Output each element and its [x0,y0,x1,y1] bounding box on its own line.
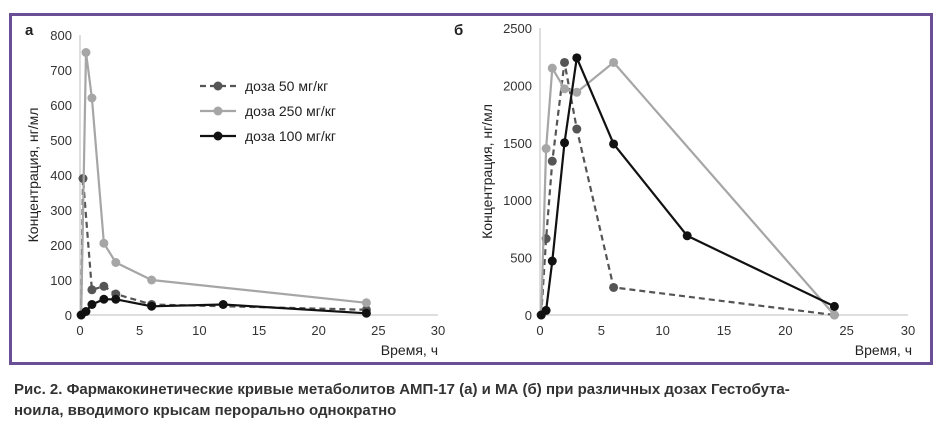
legend: доза 50 мг/кг доза 250 мг/кг доза 100 мг/к… [200,78,336,144]
data-point [609,139,619,149]
data-point [547,256,557,266]
chart-panel-а: а0 5 10 15 20 25 300100200300400500600700800Вр… [25,22,445,358]
data-point [682,231,692,241]
data-point [547,156,557,166]
x-tick-label: 15 [252,323,266,338]
x-tick-label: 25 [839,323,853,338]
legend-marker [213,81,223,91]
x-tick-label: 20 [311,323,325,338]
y-tick-label: 500 [510,251,532,266]
data-point [560,84,570,94]
x-tick-label: 0 [76,323,83,338]
data-point [99,238,109,248]
legend-marker [213,106,223,116]
data-point [541,305,551,315]
data-point [81,307,91,316]
legend-label: доза 250 мг/кг [245,103,336,119]
x-tick-label: 30 [431,323,445,338]
data-point [99,281,109,291]
data-point [609,57,619,67]
data-point [560,138,570,148]
y-tick-label: 100 [50,273,72,288]
x-tick-label: 10 [192,323,206,338]
data-point [99,294,109,304]
x-axis-label: Время, ч [855,342,912,358]
data-point [547,63,557,73]
data-point [361,308,371,318]
data-point [111,258,121,267]
caption-line-1: Рис. 2. Фармакокинетические кривые метаб… [14,381,790,398]
data-point [361,298,371,308]
y-tick-label: 0 [65,308,72,323]
data-point [147,275,157,285]
data-point [572,87,582,97]
x-axis-label: Время, ч [381,342,438,358]
charts-svg: а0 5 10 15 20 25 300100200300400500600700800Вр… [25,21,915,358]
panel-letter: а [25,22,34,39]
y-tick-label: 200 [50,238,72,253]
data-point [87,285,97,295]
series-line [540,61,836,316]
data-point [218,300,228,309]
series-2 [76,48,371,320]
series-2 [536,57,839,320]
data-point [829,310,839,320]
series-1 [536,57,839,320]
y-axis-label: Концентрация, нг/мл [479,104,495,239]
y-tick-label: 2500 [503,21,532,36]
y-tick-label: 800 [50,28,72,43]
legend-label: доза 50 мг/кг [245,78,328,94]
data-point [147,301,157,311]
data-point [560,57,570,67]
y-tick-label: 500 [50,133,72,148]
x-tick-label: 25 [371,323,385,338]
figure-caption: Рис. 2. Фармакокинетические кривые метаб… [14,379,934,421]
data-point [572,53,582,63]
y-tick-label: 400 [50,168,72,183]
series-line [80,177,367,316]
caption-line-2: ноила, вводимого крысам перорально однок… [14,402,397,419]
data-point [81,48,91,57]
data-point [829,301,839,311]
x-tick-label: 30 [901,323,915,338]
data-point [541,144,551,154]
y-tick-label: 600 [50,98,72,113]
series-line [540,56,835,316]
y-tick-label: 700 [50,63,72,78]
series-3 [76,294,371,320]
y-tick-label: 2000 [503,78,532,93]
y-tick-label: 1500 [503,136,532,151]
x-tick-label: 20 [778,323,792,338]
data-point [87,93,97,103]
x-tick-label: 0 [536,323,543,338]
x-tick-label: 5 [598,323,605,338]
data-point [111,294,121,304]
y-tick-label: 1000 [503,193,532,208]
y-axis-label: Концентрация, нг/мл [25,108,41,243]
data-point [87,300,97,309]
y-tick-label: 300 [50,203,72,218]
series-3 [536,53,839,320]
y-tick-label: 0 [525,308,532,323]
x-tick-label: 15 [717,323,731,338]
data-point [572,124,582,134]
panel-letter: б [454,22,463,39]
data-point [609,282,619,292]
x-tick-label: 10 [655,323,669,338]
x-tick-label: 5 [136,323,143,338]
legend-label: доза 100 мг/кг [245,128,336,144]
legend-marker [213,131,223,141]
chart-panel-б: б 0 5 10 15 20 25 30 0 500 1000 1500 2000 2500 Время, … [454,21,915,358]
series-line [540,61,835,317]
